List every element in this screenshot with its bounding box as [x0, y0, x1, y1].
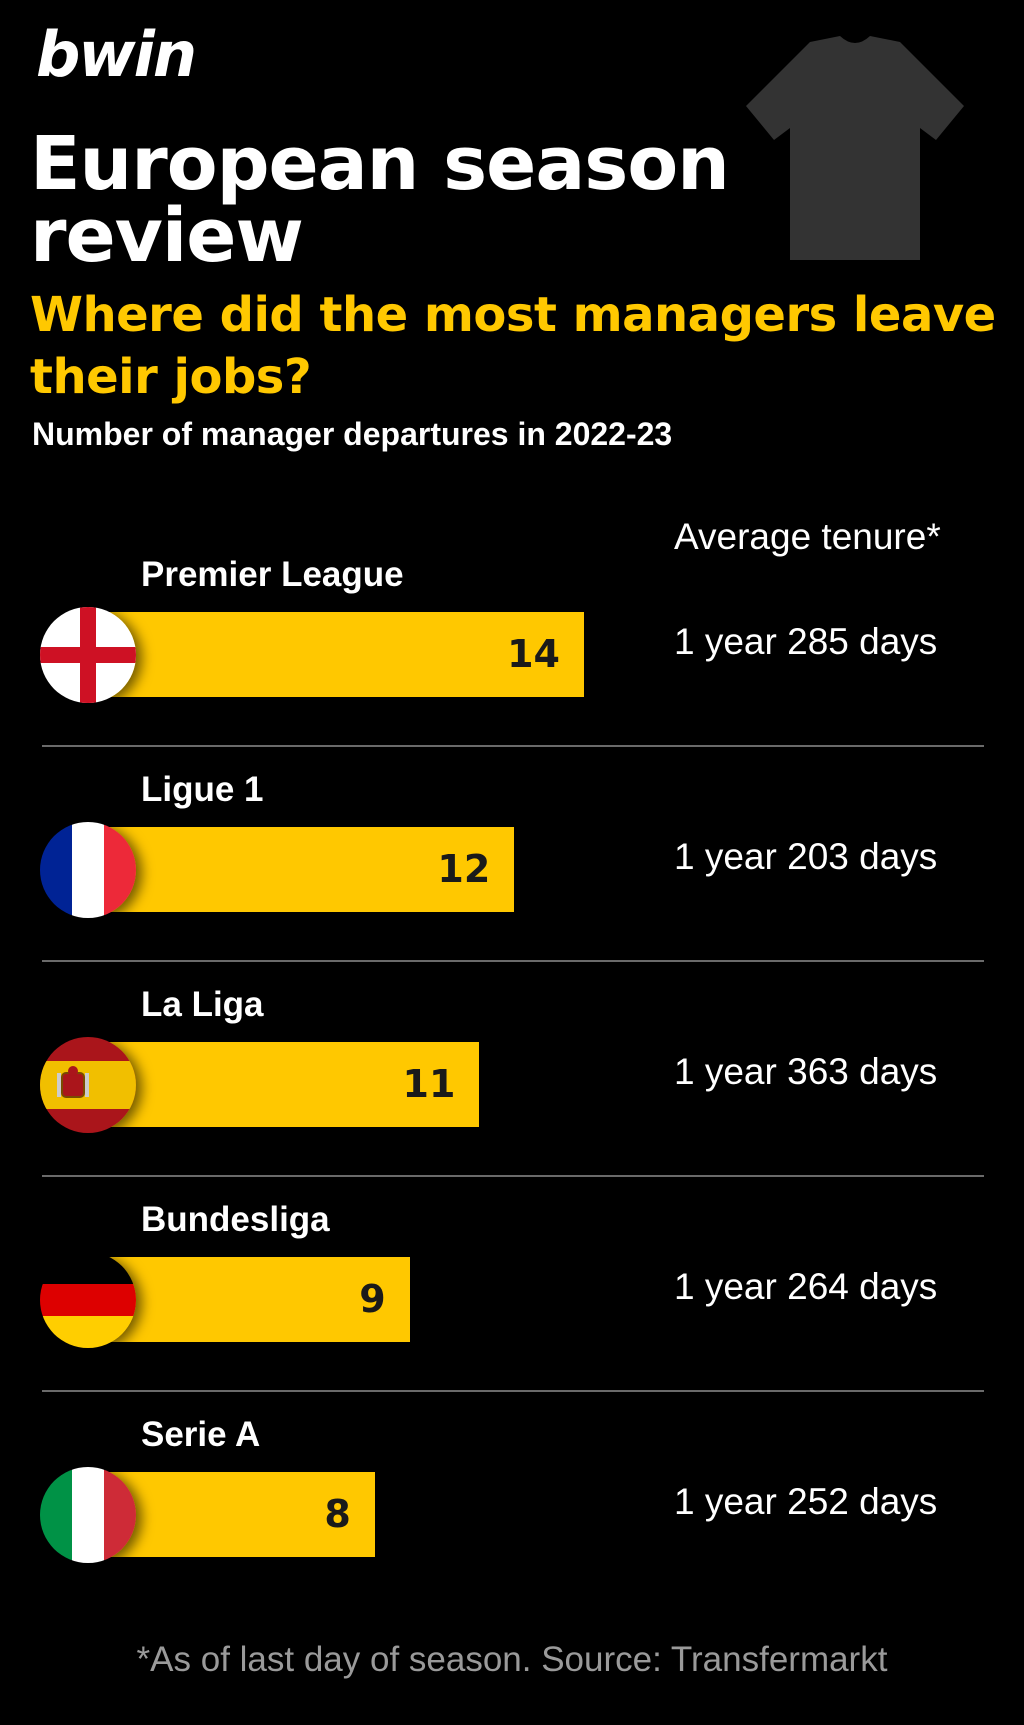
tenure-value: 1 year 363 days [674, 1051, 938, 1092]
tenure-column-header: Average tenure* [674, 516, 941, 557]
italy-flag-icon [40, 1467, 136, 1563]
chart-row: La Liga 11 1 year 363 days [0, 985, 1024, 1175]
bar [96, 1472, 375, 1557]
france-flag-icon [40, 822, 136, 918]
bar [96, 827, 515, 912]
spain-flag-icon [40, 1037, 136, 1133]
shirt-icon [746, 36, 964, 260]
chart-row: Ligue 1 12 1 year 203 days [0, 770, 1024, 960]
bar [96, 612, 584, 697]
category-label: Bundesliga [141, 1200, 330, 1239]
row-divider [42, 1175, 984, 1177]
germany-flag-icon [40, 1252, 136, 1348]
tenure-value: 1 year 285 days [674, 621, 938, 662]
bar [96, 1257, 410, 1342]
bar-value-label: 9 [359, 1277, 386, 1321]
row-divider [42, 1390, 984, 1392]
tenure-value: 1 year 252 days [674, 1481, 938, 1522]
bar-value-label: 12 [437, 847, 491, 891]
page-subtitle: Where did the most managers leave their … [30, 287, 996, 405]
page-title: European season review [30, 121, 730, 279]
category-label: Premier League [141, 555, 404, 594]
footnote: *As of last day of season. Source: Trans… [136, 1640, 888, 1679]
row-divider [42, 960, 984, 962]
category-label: La Liga [141, 985, 264, 1024]
tenure-value: 1 year 203 days [674, 836, 938, 877]
category-label: Serie A [141, 1415, 261, 1454]
england-flag-icon [40, 607, 136, 703]
bar-value-label: 14 [507, 632, 560, 676]
bar-value-label: 8 [324, 1492, 351, 1536]
tenure-value: 1 year 264 days [674, 1266, 938, 1307]
bar-value-label: 11 [402, 1062, 456, 1106]
bwin-logo: bwin [36, 18, 197, 91]
category-label: Ligue 1 [141, 770, 264, 809]
chart-row: Premier League 14 1 year 285 days [0, 555, 1024, 745]
chart-description: Number of manager departures in 2022-23 [32, 416, 673, 452]
row-divider [42, 745, 984, 747]
chart-row: Bundesliga 9 1 year 264 days [0, 1200, 1024, 1390]
bar [96, 1042, 480, 1127]
chart-row: Serie A 8 1 year 252 days [0, 1415, 1024, 1605]
